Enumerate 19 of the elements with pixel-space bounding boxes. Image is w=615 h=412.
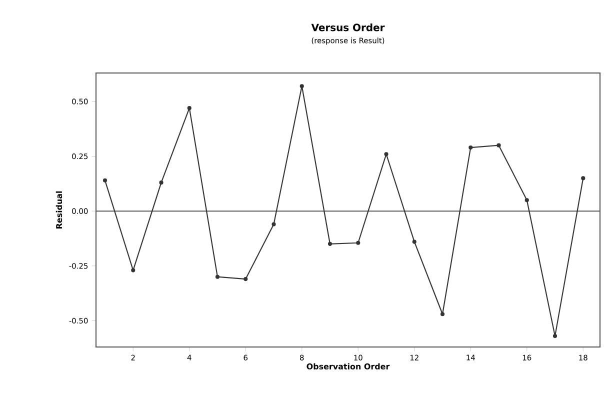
point bbox=[524, 198, 529, 202]
chart-title: Versus Order bbox=[311, 24, 385, 32]
point bbox=[272, 222, 276, 226]
point bbox=[384, 152, 388, 156]
point bbox=[159, 180, 164, 185]
point bbox=[581, 176, 586, 180]
point bbox=[131, 268, 136, 272]
point bbox=[187, 106, 192, 110]
point bbox=[300, 84, 304, 88]
point bbox=[328, 242, 332, 246]
point bbox=[244, 277, 248, 282]
point bbox=[356, 240, 360, 245]
point bbox=[496, 143, 501, 148]
point bbox=[412, 240, 416, 244]
point bbox=[440, 312, 445, 316]
point bbox=[468, 145, 473, 150]
point bbox=[102, 178, 108, 182]
point bbox=[552, 334, 558, 338]
point bbox=[215, 274, 220, 279]
